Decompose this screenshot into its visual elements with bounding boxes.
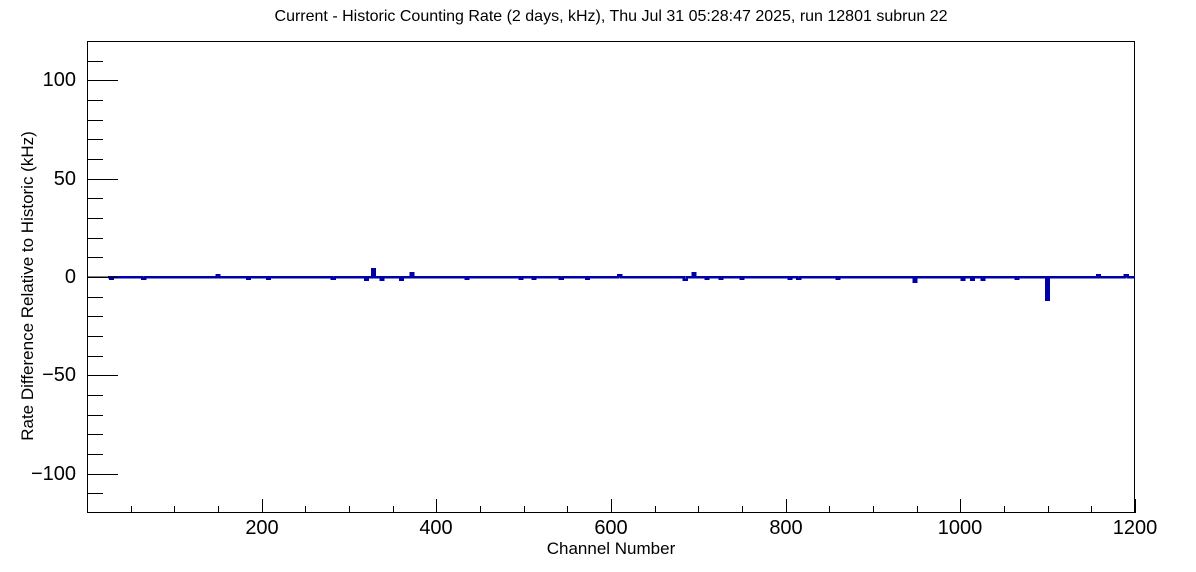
x-axis-minor-tick xyxy=(174,506,175,513)
y-axis-major-tick xyxy=(88,375,118,376)
x-axis-minor-tick xyxy=(305,506,306,513)
y-axis-minor-tick xyxy=(88,238,103,239)
y-axis-tick-label: −50 xyxy=(42,364,76,386)
x-axis-tick-label: 1200 xyxy=(1112,517,1158,539)
x-axis-minor-tick xyxy=(567,506,568,513)
x-axis-minor-tick xyxy=(698,506,699,513)
y-axis-minor-tick xyxy=(88,434,103,435)
y-axis-tick-label: −100 xyxy=(30,463,76,485)
x-axis-minor-tick xyxy=(1091,506,1092,513)
y-axis-tick-label: 100 xyxy=(42,69,76,91)
y-axis-minor-tick xyxy=(88,218,103,219)
plot-title: Current - Historic Counting Rate (2 days… xyxy=(274,8,948,25)
x-axis-tick-label: 200 xyxy=(245,517,279,539)
x-axis-tick-label: 1000 xyxy=(937,517,983,539)
x-axis-minor-tick xyxy=(917,506,918,513)
y-axis-major-tick xyxy=(88,80,118,81)
y-axis-minor-tick xyxy=(88,120,103,121)
x-axis-minor-tick xyxy=(1048,506,1049,513)
rate-difference-series-line xyxy=(107,267,1135,301)
y-axis-minor-tick xyxy=(88,454,103,455)
x-axis-minor-tick xyxy=(218,506,219,513)
y-axis-minor-tick xyxy=(88,316,103,317)
x-axis-major-tick xyxy=(960,499,961,513)
x-axis-minor-tick xyxy=(742,506,743,513)
y-axis-minor-tick xyxy=(88,415,103,416)
x-axis-tick-label: 800 xyxy=(769,517,803,539)
x-axis-major-tick xyxy=(611,499,612,513)
y-axis-minor-tick xyxy=(88,257,103,258)
y-axis-minor-tick xyxy=(88,100,103,101)
x-axis-minor-tick xyxy=(524,506,525,513)
y-axis-minor-tick xyxy=(88,297,103,298)
x-axis-tick-label: 400 xyxy=(419,517,453,539)
x-axis-minor-tick xyxy=(480,506,481,513)
y-axis-minor-tick xyxy=(88,336,103,337)
x-axis-major-tick xyxy=(786,499,787,513)
x-axis-tick-label: 600 xyxy=(594,517,628,539)
x-axis-minor-tick xyxy=(655,506,656,513)
x-axis-title: Channel Number xyxy=(546,539,676,558)
y-axis-minor-tick xyxy=(88,356,103,357)
x-axis-minor-tick xyxy=(349,506,350,513)
y-axis-minor-tick xyxy=(88,139,103,140)
y-axis-tick-label: 0 xyxy=(64,266,76,288)
y-axis-major-tick xyxy=(88,474,118,475)
x-axis-major-tick xyxy=(1135,499,1136,513)
y-axis-minor-tick xyxy=(88,61,103,62)
y-axis-major-tick xyxy=(88,179,118,180)
x-axis-minor-tick xyxy=(829,506,830,513)
x-axis-major-tick xyxy=(262,499,263,513)
x-axis-minor-tick xyxy=(393,506,394,513)
y-axis-minor-tick xyxy=(88,198,103,199)
x-axis-minor-tick xyxy=(131,506,132,513)
y-axis-minor-tick xyxy=(88,493,103,494)
y-axis-minor-tick xyxy=(88,395,103,396)
y-axis-major-tick xyxy=(88,277,118,278)
x-axis-major-tick xyxy=(436,499,437,513)
y-axis-minor-tick xyxy=(88,159,103,160)
plot-area xyxy=(87,267,1135,301)
x-axis-minor-tick xyxy=(1004,506,1005,513)
y-axis-title: Rate Difference Relative to Historic (kH… xyxy=(18,131,37,441)
y-axis-tick-label: 50 xyxy=(53,168,76,190)
x-axis-minor-tick xyxy=(873,506,874,513)
